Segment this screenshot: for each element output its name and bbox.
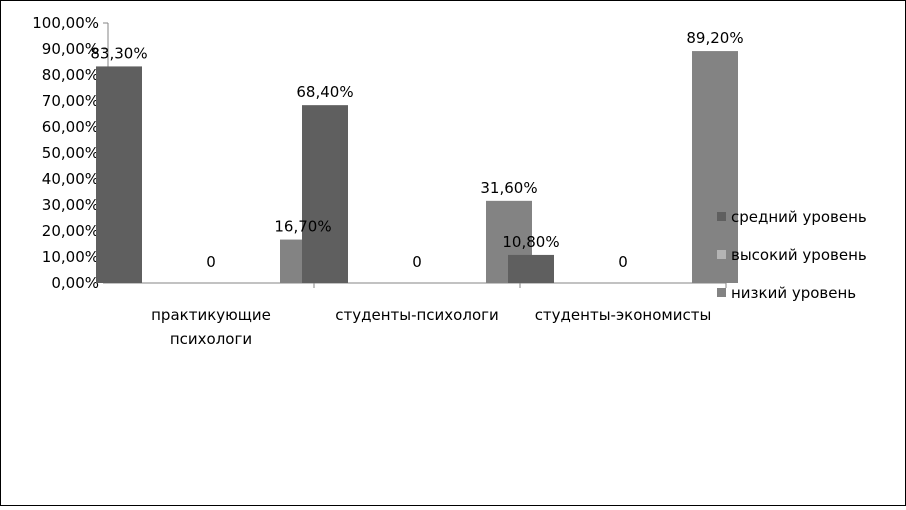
data-label: 16,70% bbox=[274, 218, 331, 236]
y-axis-ticks: 0,00% 10,00% 20,00% 30,00% 40,00% 50,00% 60,00… bbox=[32, 14, 108, 292]
x-category-line: психологи bbox=[170, 330, 252, 348]
data-label: 83,30% bbox=[90, 44, 147, 62]
chart-legend: средний уровень высокий уровень низкий уро… bbox=[717, 208, 867, 302]
x-category-label: практикующие психологи bbox=[151, 306, 271, 348]
y-tick-label: 30,00% bbox=[42, 196, 99, 214]
chart-axes bbox=[107, 23, 727, 288]
data-label: 89,20% bbox=[686, 29, 743, 47]
legend-label: средний уровень bbox=[731, 208, 867, 226]
y-tick-label: 60,00% bbox=[42, 118, 99, 136]
bar bbox=[508, 254, 554, 283]
data-label: 31,60% bbox=[480, 179, 537, 197]
y-tick-label: 10,00% bbox=[42, 248, 99, 266]
y-tick-label: 50,00% bbox=[42, 144, 99, 162]
legend-swatch bbox=[717, 212, 726, 221]
bar bbox=[692, 51, 738, 283]
x-category-label: студенты-экономисты bbox=[535, 306, 712, 324]
legend-swatch bbox=[717, 288, 726, 297]
legend-swatch bbox=[717, 250, 726, 259]
y-tick-label: 70,00% bbox=[42, 92, 99, 110]
data-label: 0 bbox=[618, 253, 628, 271]
y-tick-label: 20,00% bbox=[42, 222, 99, 240]
data-label: 0 bbox=[206, 253, 216, 271]
bar bbox=[96, 66, 142, 283]
data-labels: 83,30% 0 16,70% 68,40% 0 31,60% 10,80% 0 89,20% bbox=[90, 29, 743, 271]
y-tick-label: 90,00% bbox=[42, 40, 99, 58]
bar bbox=[302, 105, 348, 283]
legend-label: низкий уровень bbox=[731, 284, 856, 302]
data-label: 10,80% bbox=[502, 233, 559, 251]
x-category-line: студенты-экономисты bbox=[535, 306, 712, 324]
y-tick-label: 40,00% bbox=[42, 170, 99, 188]
y-tick-label: 80,00% bbox=[42, 66, 99, 84]
y-tick-label: 100,00% bbox=[32, 14, 99, 32]
x-axis-categories: практикующие психологи студенты-психологи с… bbox=[151, 306, 711, 348]
data-label: 0 bbox=[412, 253, 422, 271]
data-label: 68,40% bbox=[296, 83, 353, 101]
legend-label: высокий уровень bbox=[731, 246, 867, 264]
bar-series bbox=[96, 51, 738, 283]
y-tick-label: 0,00% bbox=[51, 274, 99, 292]
x-category-line: практикующие bbox=[151, 306, 271, 324]
x-category-line: студенты-психологи bbox=[335, 306, 499, 324]
x-category-label: студенты-психологи bbox=[335, 306, 499, 324]
